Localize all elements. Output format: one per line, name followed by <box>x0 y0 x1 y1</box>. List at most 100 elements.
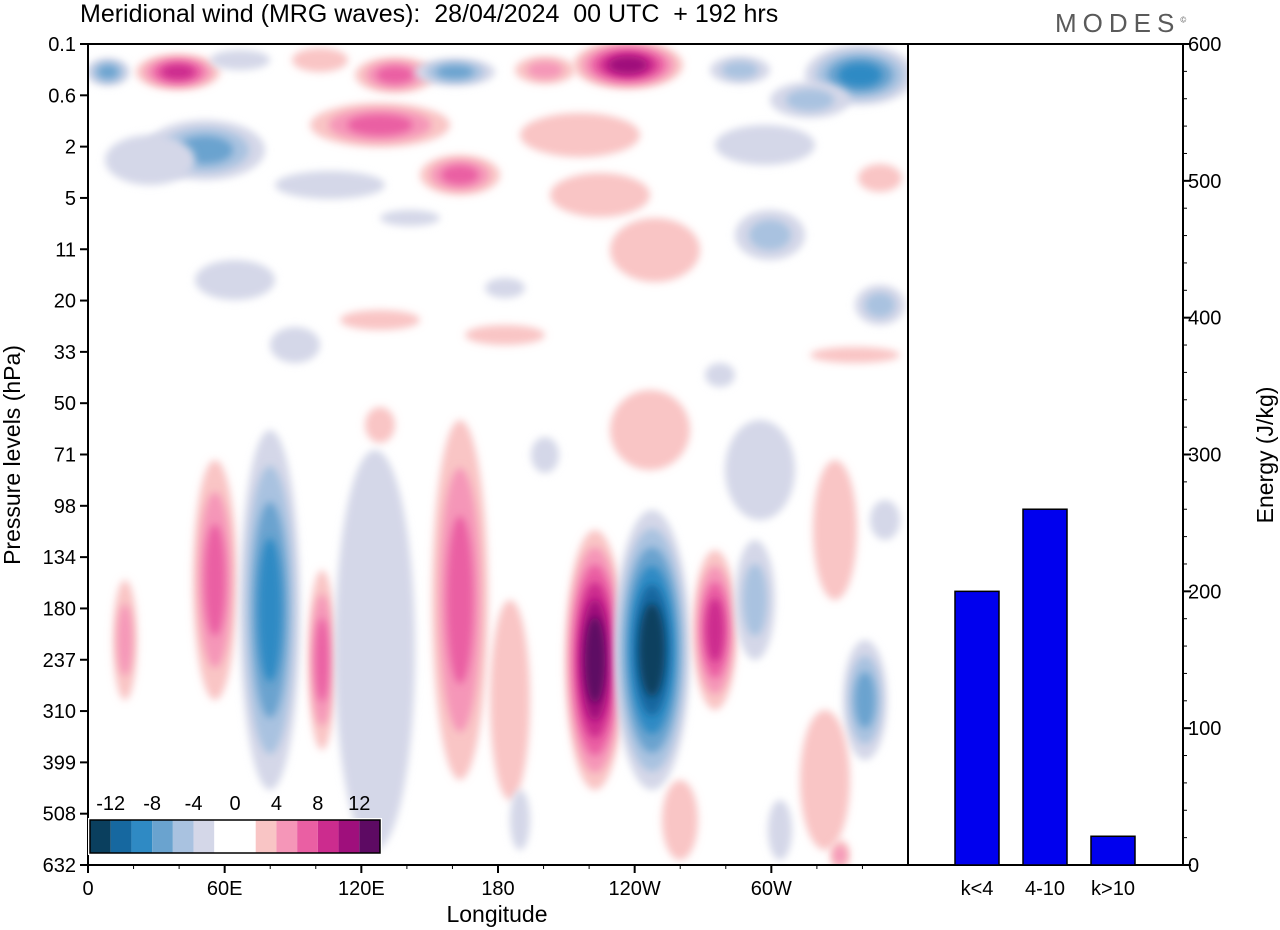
positive-wind-contour <box>662 780 698 860</box>
positive-wind-contour <box>292 48 348 72</box>
pressure-tick-label: 310 <box>43 701 76 723</box>
positive-wind-contour <box>376 66 414 84</box>
positive-wind-contour <box>315 618 329 702</box>
colorbar-swatch <box>297 820 318 853</box>
positive-wind-contour <box>813 460 857 600</box>
brand-logo: MODES© <box>1055 8 1186 39</box>
pressure-tick-label: 71 <box>54 445 76 467</box>
energy-bar <box>1090 835 1136 866</box>
colorbar-swatch <box>255 820 277 853</box>
positive-wind-contour <box>446 516 474 684</box>
colorbar-label: 8 <box>312 793 323 815</box>
positive-wind-contour <box>365 407 395 443</box>
negative-wind-contour <box>722 61 758 79</box>
positive-wind-contour <box>834 846 846 864</box>
colorbar-swatch <box>214 820 235 853</box>
negative-wind-contour <box>725 420 795 520</box>
longitude-tick-label: 180 <box>481 878 514 900</box>
colorbar-swatch <box>276 820 298 853</box>
wind-contour-blobs <box>88 44 908 865</box>
pressure-tick-label: 5 <box>65 188 76 210</box>
contour-map <box>88 44 908 865</box>
pressure-tick-label: 0.1 <box>48 34 76 56</box>
colorbar-swatch <box>193 820 215 853</box>
positive-wind-contour <box>527 61 563 79</box>
negative-wind-contour <box>485 278 525 298</box>
positive-wind-contour <box>800 710 850 850</box>
energy-tick-label: 300 <box>1188 445 1221 467</box>
colorbar-swatch <box>131 820 153 853</box>
negative-wind-contour <box>854 672 876 728</box>
pressure-tick-label: 180 <box>43 598 76 620</box>
positive-wind-contour <box>340 310 420 330</box>
positive-wind-contour <box>610 390 690 470</box>
negative-wind-contour <box>210 50 270 70</box>
x-axis-title: Longitude <box>446 901 547 927</box>
colorbar-label: -8 <box>143 793 161 815</box>
energy-tick-label: 0 <box>1188 855 1199 877</box>
positive-wind-contour <box>706 598 724 662</box>
energy-tick-label: 200 <box>1188 581 1221 603</box>
pressure-tick-label: 20 <box>54 291 76 313</box>
positive-wind-contour <box>585 616 605 704</box>
colorbar-swatch <box>317 820 339 853</box>
energy-tick-label: 600 <box>1188 34 1221 56</box>
chart-title: Meridional wind (MRG waves): 28/04/2024 … <box>80 0 779 28</box>
pressure-axis: 0.1 0.6 2 5 11 20 33 50 71 98 134 180 237 310 399 508 63… <box>43 34 88 877</box>
pressure-tick-label: 33 <box>54 342 76 364</box>
negative-wind-contour <box>639 603 665 697</box>
negative-wind-contour <box>715 125 815 165</box>
energy-bar-label: k>10 <box>1091 878 1135 900</box>
positive-wind-contour <box>550 173 650 217</box>
colorbar-label: -4 <box>185 793 203 815</box>
energy-tick-label: 400 <box>1188 308 1221 330</box>
y-axis-title: Pressure levels (hPa) <box>0 345 25 565</box>
negative-wind-contour <box>105 135 195 185</box>
negative-wind-contour <box>705 363 735 387</box>
positive-wind-contour <box>610 218 700 282</box>
colorbar-label: 4 <box>271 793 282 815</box>
negative-wind-contour <box>258 538 282 682</box>
colorbar: -12 -8 -4 0 4 8 12 <box>88 793 382 855</box>
positive-wind-contour <box>520 113 640 157</box>
negative-wind-contour <box>838 63 882 87</box>
colorbar-swatch <box>235 820 256 853</box>
colorbar-swatch <box>90 820 111 853</box>
longitude-tick-label: 60E <box>207 878 243 900</box>
energy-bar <box>954 590 1000 866</box>
positive-wind-contour <box>810 347 900 363</box>
positive-wind-contour <box>204 524 226 636</box>
pressure-tick-label: 11 <box>55 239 76 261</box>
energy-tick-label: 100 <box>1188 718 1221 740</box>
negative-wind-contour <box>335 450 415 850</box>
energy-bar-label: 4-10 <box>1025 878 1065 900</box>
positive-wind-contour <box>465 325 545 345</box>
colorbar-swatch <box>359 820 380 853</box>
pressure-tick-label: 134 <box>43 547 76 569</box>
longitude-tick-label: 120W <box>609 878 661 900</box>
negative-wind-contour <box>786 89 834 111</box>
colorbar-label: 12 <box>348 793 370 815</box>
pressure-tick-label: 508 <box>43 804 76 826</box>
positive-wind-contour <box>117 604 133 676</box>
positive-wind-contour <box>490 600 530 800</box>
colorbar-frame <box>89 819 381 854</box>
negative-wind-contour <box>531 437 559 473</box>
positive-wind-contour <box>858 164 902 192</box>
longitude-axis: 0 60E 120E 180 120W 60W <box>82 865 863 900</box>
negative-wind-contour <box>275 171 385 199</box>
negative-wind-contour <box>743 564 767 636</box>
colorbar-label: 0 <box>229 793 240 815</box>
longitude-tick-label: 0 <box>82 878 93 900</box>
negative-wind-contour <box>436 65 474 79</box>
colorbar-swatch <box>152 820 173 853</box>
longitude-tick-label: 120E <box>338 878 385 900</box>
energy-bars: k<4 4-10 k>10 <box>954 508 1136 900</box>
pressure-tick-label: 399 <box>43 752 76 774</box>
pressure-tick-label: 0.6 <box>48 85 76 107</box>
negative-wind-contour <box>870 500 900 540</box>
negative-wind-contour <box>380 210 440 226</box>
brand-text: MODES <box>1055 8 1181 38</box>
energy-bar-label: k<4 <box>961 878 994 900</box>
